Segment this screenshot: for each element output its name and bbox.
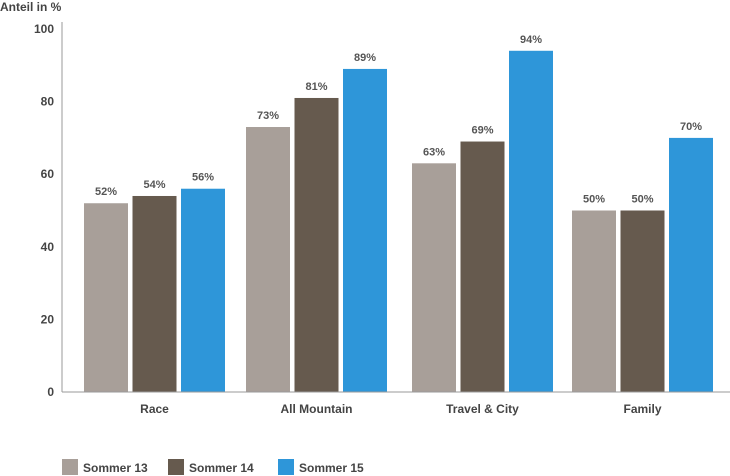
data-label: 52% [95,186,117,198]
bar [620,210,665,392]
bar [509,50,553,392]
y-axis-label: Anteil in % [0,0,62,14]
bar [294,97,339,392]
legend-label: Sommer 13 [83,461,148,475]
legend-swatch [62,459,78,475]
x-axis-categories: Race All Mountain Travel & City Family [140,402,662,416]
legend-label: Sommer 15 [299,461,364,475]
legend-swatch [278,459,294,475]
data-label: 70% [680,121,702,133]
legend-swatch [168,459,184,475]
bar [460,141,505,392]
data-label: 73% [257,110,279,122]
data-label: 50% [583,194,605,206]
value-labels: 52% 54% 56% 73% 81% 89% 63% 69% 94% 50% 50% 70% [95,34,702,206]
x-tick-label: Race [140,402,169,416]
x-tick-label: All Mountain [281,402,353,416]
bar [132,195,177,392]
bar [84,203,128,392]
y-axis-ticks: 0 20 40 60 80 100 [34,22,54,399]
x-tick-label: Family [623,402,661,416]
data-label: 89% [354,52,376,64]
data-label: 50% [631,194,653,206]
y-tick-label: 40 [41,240,55,254]
legend: Sommer 13 Sommer 14 Sommer 15 [62,459,364,475]
bar [246,127,290,392]
y-tick-label: 80 [41,95,55,109]
y-tick-label: 100 [34,22,54,36]
bar [412,163,456,392]
y-tick-label: 20 [41,312,55,326]
data-label: 69% [471,125,493,137]
y-tick-label: 0 [47,385,54,399]
legend-label: Sommer 14 [189,461,254,475]
data-label: 81% [305,81,327,93]
x-tick-label: Travel & City [446,402,519,416]
data-label: 94% [520,34,542,46]
bars [84,50,713,393]
bar [181,188,225,392]
data-label: 56% [192,172,214,184]
bar [669,137,713,392]
data-label: 63% [423,146,445,158]
y-tick-label: 60 [41,167,55,181]
data-label: 54% [143,179,165,191]
bar [572,210,616,392]
bar [343,68,387,393]
